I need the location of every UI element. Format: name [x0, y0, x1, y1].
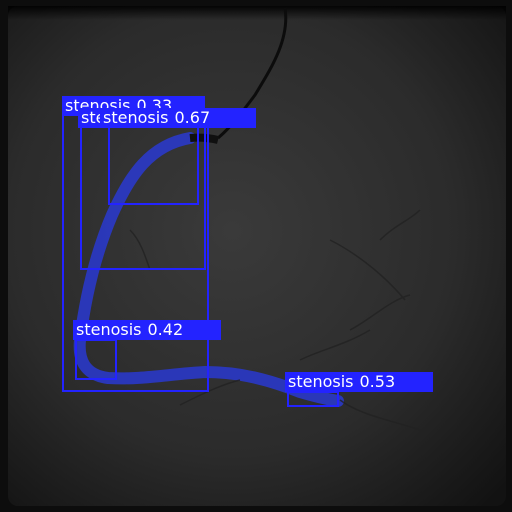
stenosis-box-0-42	[75, 339, 117, 380]
class-name: stenosis	[288, 372, 354, 391]
class-name: stenosis	[76, 320, 142, 339]
stenosis-box-0-53	[287, 391, 339, 407]
stenosis-label-0-67: stenosis 0.67	[100, 108, 256, 128]
stenosis-box-inner	[108, 126, 199, 205]
stenosis-label-0-42: stenosis 0.42	[73, 320, 221, 340]
confidence-score: 0.53	[359, 372, 396, 391]
confidence-score: 0.67	[174, 108, 211, 127]
class-name: stenosis	[103, 108, 169, 127]
confidence-score: 0.42	[147, 320, 184, 339]
stenosis-label-0-53: stenosis 0.53	[285, 372, 433, 392]
